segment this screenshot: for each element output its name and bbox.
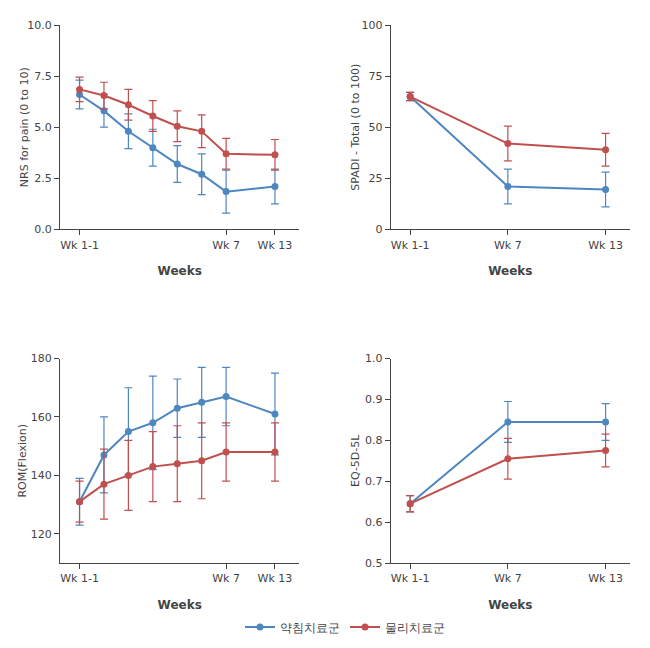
svg-text:2.5: 2.5 [34,172,52,185]
svg-text:0: 0 [375,223,382,236]
svg-text:물리치료군: 물리치료군 [385,621,445,635]
svg-text:75: 75 [368,70,382,83]
svg-text:약침치료군: 약침치료군 [280,621,340,635]
svg-text:Wk 7: Wk 7 [494,572,522,585]
svg-text:NRS for pain (0 to 10): NRS for pain (0 to 10) [18,67,31,187]
svg-text:0.5: 0.5 [365,557,383,570]
svg-text:180: 180 [31,352,52,365]
svg-text:Wk 1-1: Wk 1-1 [391,239,430,252]
svg-text:Wk 1-1: Wk 1-1 [391,572,430,585]
svg-text:Wk 7: Wk 7 [212,572,240,585]
svg-text:Weeks: Weeks [158,264,202,278]
svg-text:Wk 1-1: Wk 1-1 [60,239,99,252]
svg-text:Wk 13: Wk 13 [258,572,293,585]
svg-text:100: 100 [361,19,382,32]
svg-text:Wk 7: Wk 7 [212,239,240,252]
svg-text:ROM(Flexion): ROM(Flexion) [16,424,29,498]
svg-text:0.7: 0.7 [365,475,383,488]
svg-text:120: 120 [31,528,52,541]
svg-text:10.0: 10.0 [27,19,52,32]
svg-text:Wk 13: Wk 13 [588,572,623,585]
svg-text:Weeks: Weeks [158,598,202,612]
svg-text:7.5: 7.5 [34,70,52,83]
svg-text:Weeks: Weeks [488,598,532,612]
svg-text:5.0: 5.0 [34,121,52,134]
svg-text:0.8: 0.8 [365,434,383,447]
svg-text:SPADI - Total (0 to 100): SPADI - Total (0 to 100) [349,64,362,191]
svg-text:160: 160 [31,411,52,424]
svg-text:Wk 1-1: Wk 1-1 [60,572,99,585]
svg-text:0.0: 0.0 [34,223,52,236]
svg-text:0.9: 0.9 [365,393,383,406]
svg-text:50: 50 [368,121,382,134]
svg-text:1.0: 1.0 [365,352,383,365]
svg-text:Wk 13: Wk 13 [588,239,623,252]
svg-text:Wk 7: Wk 7 [494,239,522,252]
svg-text:EQ-5D-5L: EQ-5D-5L [349,434,362,487]
svg-text:140: 140 [31,469,52,482]
svg-text:Weeks: Weeks [488,264,532,278]
svg-text:0.6: 0.6 [365,516,383,529]
svg-text:25: 25 [368,172,382,185]
svg-text:Wk 13: Wk 13 [258,239,293,252]
